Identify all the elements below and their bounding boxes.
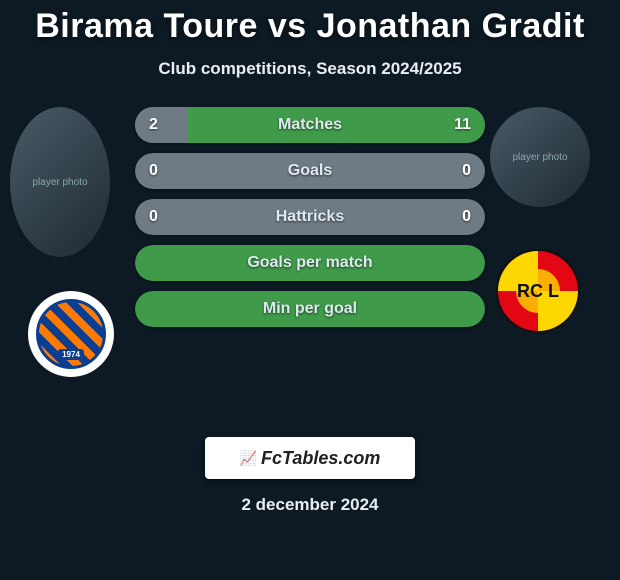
player-right-photo: player photo	[490, 107, 590, 207]
stat-label: Min per goal	[135, 300, 485, 318]
site-logo-text: FcTables.com	[261, 448, 380, 469]
player-left-photo-placeholder: player photo	[10, 107, 110, 257]
stat-bar: 00Goals	[135, 153, 485, 189]
stat-label: Goals	[135, 162, 485, 180]
stat-bar: Goals per match	[135, 245, 485, 281]
comparison-card: Birama Toure vs Jonathan Gradit Club com…	[0, 0, 620, 580]
club-badge-right: RC L	[488, 241, 588, 341]
chart-icon: 📈	[240, 450, 257, 467]
stat-bar: Min per goal	[135, 291, 485, 327]
generation-date: 2 december 2024	[0, 495, 620, 515]
stat-label: Goals per match	[135, 254, 485, 272]
lens-badge-text: RC L	[516, 269, 560, 313]
subtitle: Club competitions, Season 2024/2025	[0, 59, 620, 79]
montpellier-badge-icon	[36, 299, 106, 369]
site-logo: 📈 FcTables.com	[205, 437, 415, 479]
club-badge-left	[28, 291, 114, 377]
page-title: Birama Toure vs Jonathan Gradit	[0, 8, 620, 45]
compare-area: player photo player photo RC L 211Matche…	[0, 107, 620, 407]
player-left-photo: player photo	[10, 107, 110, 257]
stat-label: Matches	[135, 116, 485, 134]
stat-bars: 211Matches 00Goals 00Hattricks Goals per ma…	[135, 107, 485, 337]
player-right-photo-placeholder: player photo	[490, 107, 590, 207]
stat-bar: 211Matches	[135, 107, 485, 143]
lens-badge-icon: RC L	[496, 249, 580, 333]
stat-label: Hattricks	[135, 208, 485, 226]
stat-bar: 00Hattricks	[135, 199, 485, 235]
